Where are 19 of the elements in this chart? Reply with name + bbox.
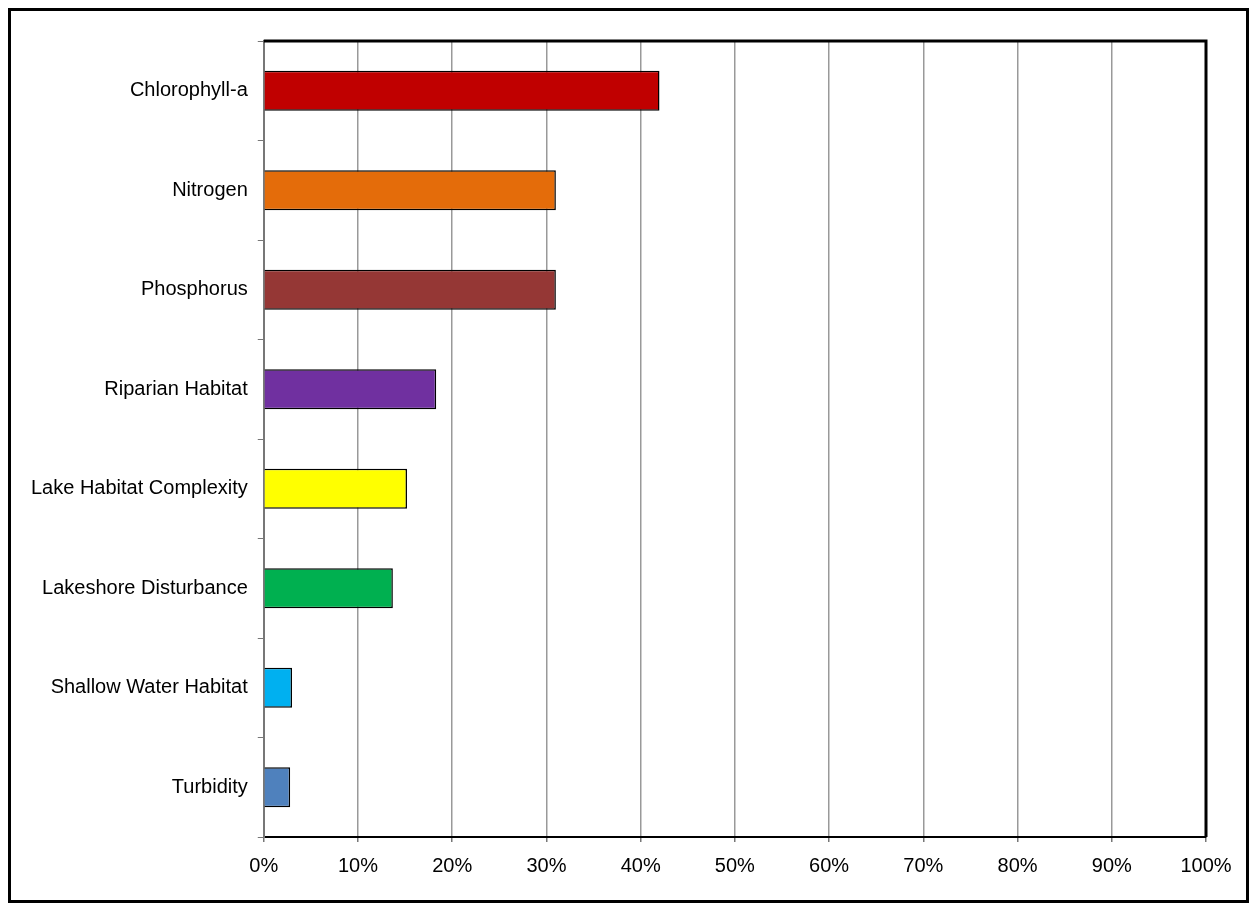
y-tick-label: Turbidity <box>171 774 248 797</box>
x-tick-label: 40% <box>620 853 661 876</box>
x-tick-label: 80% <box>997 853 1038 876</box>
x-tick-label: 50% <box>714 853 756 876</box>
y-tick-label: Riparian Habitat <box>104 376 249 399</box>
x-tick-label: 0% <box>249 853 279 876</box>
y-tick-label: Phosphorus <box>141 277 248 300</box>
y-tick-label: Shallow Water Habitat <box>50 675 249 698</box>
x-tick-label: 20% <box>432 853 473 876</box>
y-tick-label: Lakeshore Disturbance <box>42 575 248 598</box>
x-tick-label: 100% <box>1180 853 1232 876</box>
y-tick-label: Chlorophyll-a <box>129 78 249 101</box>
y-tick-label: Nitrogen <box>172 177 248 200</box>
y-tick-label: Lake Habitat Complexity <box>30 476 248 499</box>
x-tick-label: 70% <box>903 853 944 876</box>
x-tick-label: 60% <box>809 853 850 876</box>
x-tick-label: 10% <box>337 853 379 876</box>
x-tick-label: 90% <box>1091 853 1133 876</box>
x-tick-label: 30% <box>526 853 567 876</box>
